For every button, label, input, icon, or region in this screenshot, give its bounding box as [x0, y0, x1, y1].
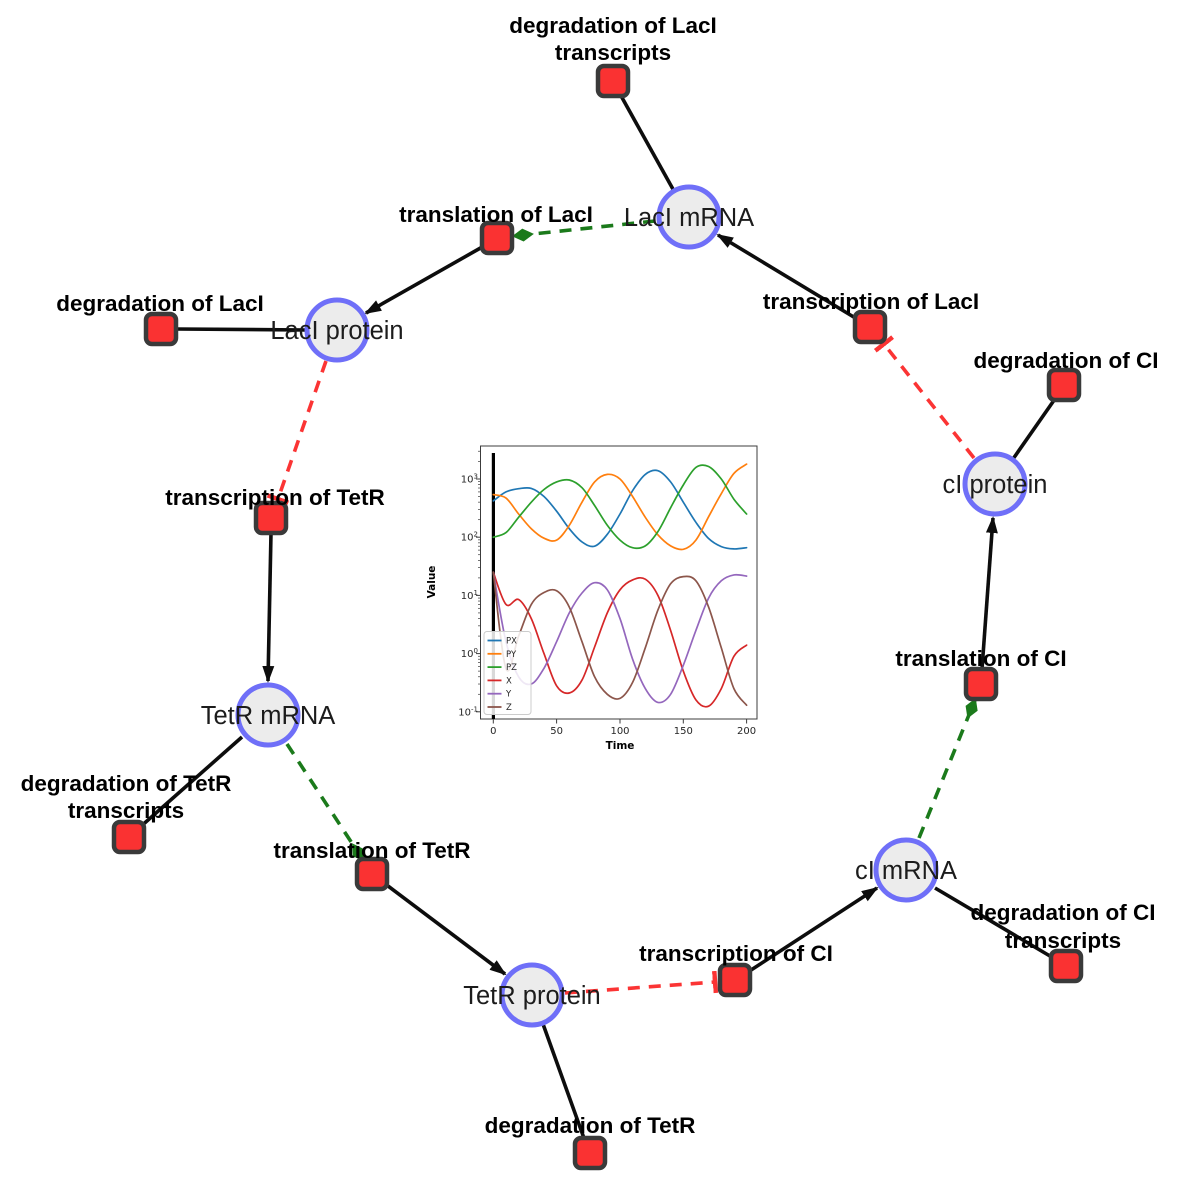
y-tick: 100	[461, 647, 478, 660]
species-node-laci-protein	[304, 297, 370, 363]
reaction-node-translation-tetr	[354, 856, 390, 892]
edge-transcription-tetr-product	[262, 532, 275, 683]
edge-translation-ci-modifier	[917, 698, 978, 839]
reaction-label: degradation of LacI	[56, 291, 264, 316]
chart-curve-X	[492, 571, 748, 708]
edge-translation-laci-modifier	[512, 219, 656, 242]
network-edges	[137, 93, 1059, 1142]
edge-translation-ci-product	[980, 516, 998, 670]
y-tick: 10-1	[458, 705, 478, 718]
chart-curve-PX	[492, 469, 748, 550]
legend-entry: X	[506, 676, 512, 686]
reaction-label: transcripts	[68, 798, 184, 823]
reaction-node-deg-ci-transcripts	[1048, 948, 1084, 984]
reaction-label: degradation of LacI	[509, 13, 717, 38]
reaction-label: translation of LacI	[399, 202, 593, 227]
edge-deg-tetr	[541, 1023, 587, 1142]
species-label: TetR mRNA	[201, 702, 336, 730]
species-label: cI mRNA	[855, 857, 957, 885]
reaction-label: transcripts	[555, 40, 671, 65]
chart-curve-Y	[492, 571, 748, 704]
reaction-label: transcription of CI	[639, 941, 833, 966]
chart-curves	[492, 463, 748, 708]
edge-laci-inhibits-transcription-tetr	[266, 360, 328, 505]
reaction-label: transcription of TetR	[165, 485, 385, 510]
reaction-label: translation of CI	[895, 646, 1066, 671]
edge-tetr-inhibits-transcription-ci	[564, 970, 719, 995]
species-label: TetR protein	[463, 982, 601, 1010]
legend-entry: PZ	[506, 663, 517, 673]
edge-transcription-ci-product	[747, 886, 879, 974]
x-axis-label: Time	[606, 740, 635, 752]
chart-y-axis: 103 102 101 100 10-1 Value	[426, 450, 481, 718]
edge-translation-tetr-product	[382, 881, 507, 976]
reaction-node-deg-tetr	[572, 1135, 608, 1171]
chart-x-axis: 0 50 100 150 200 Time	[490, 719, 756, 752]
edge-deg-laci-transcripts	[618, 93, 676, 192]
network-labels: degradation of LacI transcripts translat…	[21, 13, 1159, 1138]
reaction-node-transcription-ci	[717, 962, 753, 998]
reaction-node-deg-laci-transcripts	[595, 63, 631, 99]
edge-transcription-laci-product	[716, 233, 858, 321]
x-tick: 50	[550, 726, 563, 737]
y-tick: 102	[461, 531, 478, 544]
reaction-node-deg-tetr-transcripts	[111, 819, 147, 855]
species-node-ci-protein	[962, 451, 1028, 517]
edge-translation-laci-product	[364, 244, 485, 315]
edge-deg-laci	[175, 327, 308, 332]
species-node-tetr-protein	[499, 962, 565, 1028]
reaction-label: degradation of TetR	[485, 1113, 696, 1138]
reaction-label: transcription of LacI	[763, 289, 979, 314]
y-tick: 101	[461, 589, 478, 602]
reaction-node-transcription-laci	[852, 309, 888, 345]
chart-curve-Z	[492, 571, 748, 707]
x-tick: 0	[490, 726, 496, 737]
species-node-ci-mrna	[873, 837, 939, 903]
x-tick: 200	[737, 726, 756, 737]
timeseries-plot: 0 50 100 150 200 Time 103 102 101 100 10…	[426, 445, 758, 752]
reaction-label: degradation of CI	[974, 348, 1159, 373]
reaction-label: translation of TetR	[273, 838, 470, 863]
species-node-tetr-mrna	[235, 682, 301, 748]
network-nodes	[111, 63, 1084, 1171]
edge-deg-ci	[1011, 394, 1059, 461]
reaction-node-deg-laci	[143, 311, 179, 347]
legend-entry: Y	[505, 690, 512, 700]
reaction-label: transcripts	[1005, 928, 1121, 953]
chart-legend: PX PY PZ X Y Z	[483, 631, 532, 715]
edge-deg-tetr-transcripts	[137, 735, 244, 830]
legend-entry: PX	[506, 637, 517, 647]
reaction-node-deg-ci	[1046, 367, 1082, 403]
reaction-node-transcription-tetr	[253, 500, 289, 536]
reaction-node-translation-ci	[963, 666, 999, 702]
edge-deg-ci-transcripts	[934, 886, 1056, 961]
species-label: LacI protein	[270, 317, 403, 345]
reaction-label: degradation of TetR	[21, 771, 232, 796]
y-tick: 103	[461, 473, 478, 486]
x-tick: 100	[610, 726, 629, 737]
legend-entry: Z	[506, 703, 512, 713]
reaction-node-translation-laci	[479, 220, 515, 256]
legend-entry: PY	[506, 650, 517, 660]
species-label: LacI mRNA	[624, 204, 754, 232]
species-node-laci-mrna	[656, 184, 722, 250]
y-axis-label: Value	[426, 566, 438, 599]
chart-curve-PZ	[492, 464, 748, 550]
reaction-label: degradation of CI	[971, 900, 1156, 925]
x-tick: 150	[674, 726, 693, 737]
chart-curve-PY	[492, 463, 748, 551]
edge-translation-tetr-modifier	[285, 743, 365, 862]
species-label: cI protein	[943, 471, 1048, 499]
edge-ci-inhibits-transcription-laci	[873, 335, 976, 460]
